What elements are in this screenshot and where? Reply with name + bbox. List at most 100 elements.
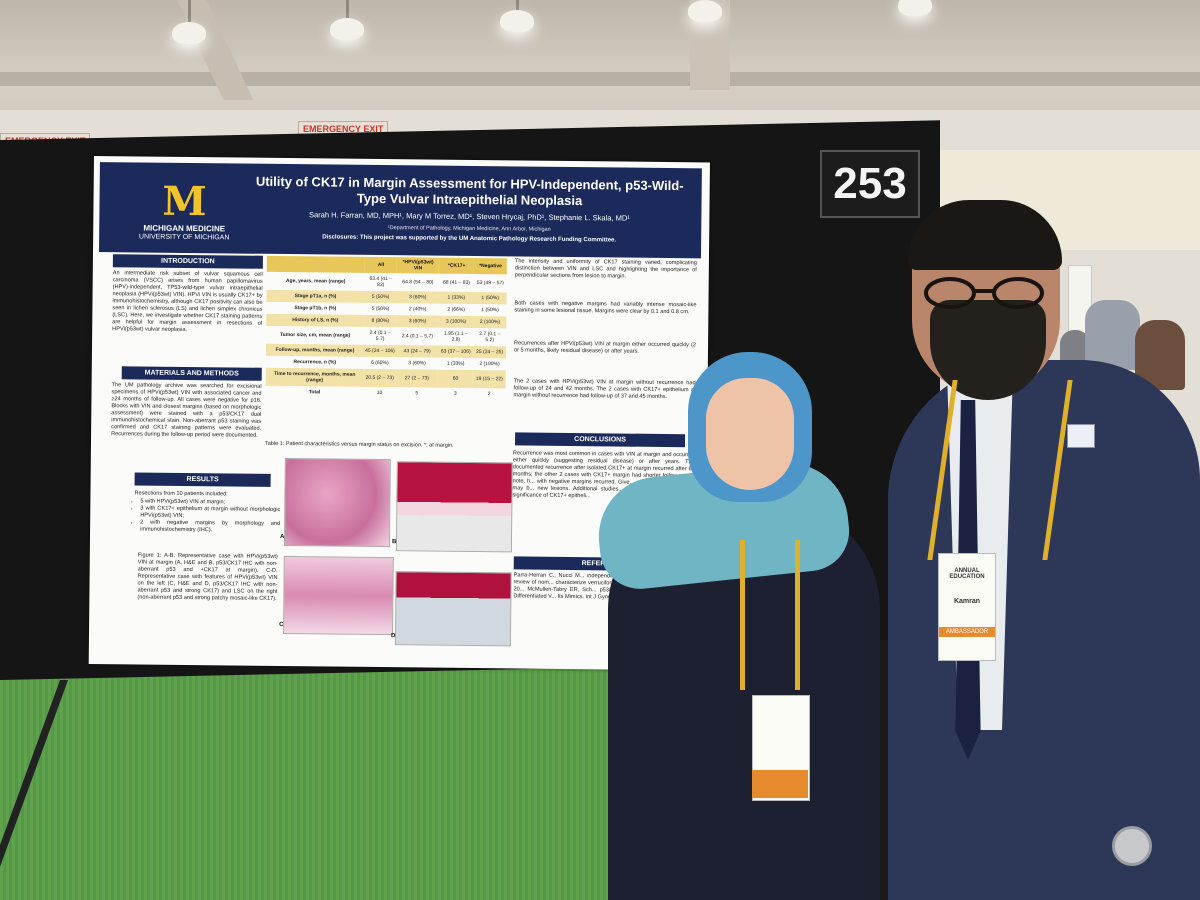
table-row: Total 10 5 3 2: [265, 386, 505, 401]
results-item: 2 with negative margins by morphology an…: [140, 520, 280, 535]
table-cell: 3: [453, 390, 457, 397]
table-row-label: Time to recurrence, months, mean (range): [265, 367, 364, 387]
table-cell: 10: [376, 389, 383, 397]
man-hair: [908, 200, 1062, 270]
lamp-rod: [188, 0, 191, 22]
table-cell: 63.4 (41 – 83): [369, 275, 393, 289]
table-cell: 5 (50%): [364, 290, 397, 304]
logo-sub: UNIVERSITY OF MICHIGAN: [138, 233, 230, 242]
wristwatch-icon: [1112, 826, 1152, 866]
table-caption: Table 1: Patient characteristics versus …: [264, 440, 454, 449]
table-row-label: Recurrence, n (%): [293, 359, 337, 366]
table-cell: 27 (2 – 73): [395, 369, 439, 388]
table-header: *CK17+: [439, 257, 475, 274]
ceiling-lamp: [688, 0, 722, 22]
table-cell: 1 (33%): [446, 360, 465, 367]
histology-image-b: [395, 461, 513, 553]
table-row-label: Stage pT1b, n (%): [294, 305, 337, 312]
table-cell: 3 (100%): [438, 315, 474, 328]
table-cell: 3 (60%): [396, 315, 439, 328]
results-item: 3 with CK17+ epithelium at margin withou…: [140, 506, 280, 521]
ceiling-lamp: [500, 10, 534, 32]
table-cell: 53 (49 – 57): [476, 280, 504, 287]
poster-affiliation: ¹Department of Pathology, Michigan Medic…: [387, 225, 551, 233]
methods-text: The UM pathology archive was searched fo…: [111, 382, 262, 439]
table-cell: 45 (24 – 106): [363, 344, 397, 358]
table-cell: 5 (50%): [371, 305, 390, 313]
section-heading: MATERIALS AND METHODS: [121, 366, 262, 381]
lapel-pin: [1067, 424, 1095, 448]
histology-image-a: [283, 458, 391, 548]
lamp-rod: [346, 0, 349, 18]
table-cell: 1 (33%): [438, 291, 474, 304]
table-cell: 20.5 (2 – 73): [363, 368, 396, 388]
glasses-icon: [924, 277, 1044, 309]
ceiling-lamp: [898, 0, 932, 16]
attendee: [1085, 300, 1140, 370]
table-cell: 8 (80%): [364, 314, 397, 328]
table-cell: 25 (24 – 25): [473, 345, 507, 359]
man-beard: [930, 300, 1046, 400]
histology-image-d: [394, 571, 512, 647]
section-heading: CONCLUSIONS: [514, 432, 686, 448]
logo-name: MICHIGAN MEDICINE: [143, 223, 226, 234]
table-cell: 60: [437, 369, 474, 388]
table-cell: 3 (60%): [396, 291, 439, 304]
name-badge: ANNUAL EDUCATION Kamran AMBASSADOR: [938, 553, 996, 661]
poster-number: 253: [820, 150, 920, 218]
table-cell: 5: [415, 390, 419, 397]
section-heading: RESULTS: [134, 472, 271, 487]
table-cell: 68 (41 – 83): [442, 279, 471, 286]
poster-disclosure: Disclosures: This project was supported …: [322, 234, 617, 244]
section-heading: INTRODUCTION: [112, 254, 263, 269]
ceiling-beam: [0, 72, 1200, 86]
logo-text: MICHIGAN MEDICINE UNIVERSITY OF MICHIGAN: [129, 224, 239, 242]
table-cell: 2.7 (0.1 – 5.2): [479, 331, 501, 344]
badge-ribbon: [752, 770, 808, 798]
table-cell: 2: [487, 391, 491, 398]
table-cell: 2 (100%): [479, 361, 500, 368]
table-row-label: Tumor size, cm, mean (range): [279, 331, 351, 339]
university-logo: M: [162, 177, 207, 226]
woman-face: [706, 378, 794, 490]
badge-event: ANNUAL EDUCATION: [949, 568, 985, 580]
table-cell: 3 (60%): [408, 360, 426, 367]
ceiling-lamp: [330, 18, 364, 40]
table-cell: 1 (50%): [481, 307, 499, 314]
table-header: *HPVi(p53wt) VIN: [396, 257, 440, 274]
table-cell: 2.4 (0.1 – 5.7): [369, 329, 391, 343]
table-cell: 1 (50%): [473, 291, 507, 305]
poster-header: M MICHIGAN MEDICINE UNIVERSITY OF MICHIG…: [98, 162, 702, 259]
table-header: All: [364, 256, 398, 274]
lanyard: [927, 380, 1073, 560]
figure-caption: Figure 1: A-B. Representative case with …: [137, 552, 278, 602]
histology-image-c: [283, 556, 394, 636]
results-paragraph: The intensity and uniformity of CK17 sta…: [514, 258, 697, 280]
figure-label: A: [279, 533, 285, 541]
results-paragraph: The 2 cases with HPVi(p53wt) VIN at marg…: [513, 378, 696, 401]
patient-characteristics-table: All *HPVi(p53wt) VIN *CK17+ *Negative Ag…: [265, 255, 507, 401]
figure-label: C: [279, 621, 284, 629]
table-cell: 2 (100%): [473, 315, 507, 329]
results-paragraph: Both cases with negative margins had var…: [514, 300, 697, 316]
poster-authors: Sarah H. Farran, MD, MPH¹, Mary M Torrez…: [308, 210, 630, 223]
table-cell: 43 (24 – 79): [396, 345, 439, 358]
figure-label: B: [391, 539, 397, 546]
lanyard: [740, 540, 800, 690]
introduction-text: An intermediate risk subset of vulvar sq…: [112, 270, 263, 333]
table-cell: 2 (40%): [408, 306, 427, 313]
badge-ribbon: AMBASSADOR: [939, 627, 995, 637]
table-cell: 63 (37 – 106): [438, 345, 474, 358]
lamp-rod: [516, 0, 519, 10]
table-cell: 64.8 (54 – 80): [402, 279, 434, 286]
table-cell: 1.95 (1.1 – 2.8): [443, 330, 468, 343]
badge-name: Kamran: [953, 598, 981, 605]
table-cell: 6 (60%): [371, 359, 389, 367]
figure-label: D: [390, 633, 396, 640]
ceiling-lamp: [172, 22, 206, 44]
table-row-label: Age, years, mean (range): [285, 278, 346, 285]
results-paragraph: Recurrences after HPVi(p53wt) VIN at mar…: [513, 340, 697, 355]
table-header: [266, 255, 365, 273]
table-cell: 19 (15 – 22): [472, 369, 506, 389]
ceiling: [0, 0, 1200, 120]
